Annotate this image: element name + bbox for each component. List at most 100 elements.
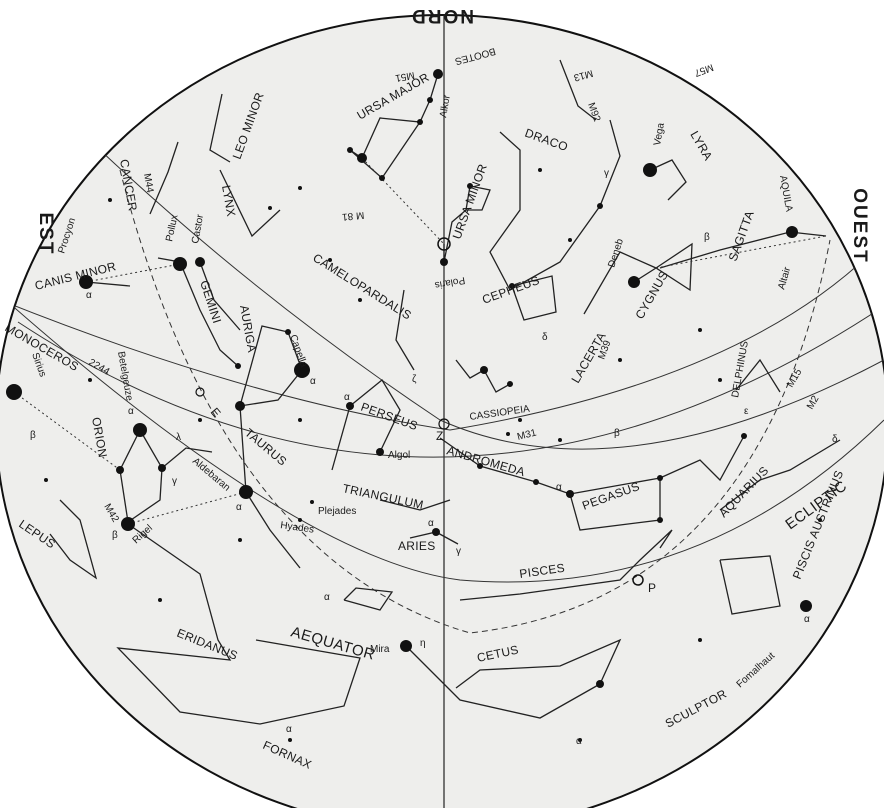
ecliptic-arc [119,169,831,634]
label-m51: M51 [394,69,415,83]
label-mira: Mira [370,644,390,655]
vernal-point-marker [632,574,644,586]
star-small-9 [718,378,722,382]
sagitta-aquila-lines [659,231,827,269]
star-diphda [596,680,604,688]
star-small-7 [618,358,622,362]
bootes-lines [559,59,597,121]
chart-content [0,15,884,808]
greek-beta-orion: β [112,530,118,541]
star-bellatrix [158,464,166,472]
greek-alpha-cetus: α [324,592,330,603]
label-aries: ARIES [398,539,436,553]
label-m81: M 81 [341,209,365,222]
greek-beta-sirius: β [30,430,36,441]
star-dubhe [357,153,367,163]
star-small-8 [698,328,702,332]
gemini-lines-2 [199,261,241,331]
label-north: NORD [410,5,474,26]
greek-letter-labels: α α α α α α α α α β β β β γ γ γ δ δ ε ζ … [30,168,838,747]
star-small-2 [328,258,332,262]
star-small-22 [818,518,822,522]
leo-minor-lines [209,93,231,163]
star-small-6 [568,238,572,242]
star-small-16 [578,738,582,742]
star-betelgeuze [133,423,147,437]
label-pisces: PISCES [518,561,565,581]
label-castor: Castor [190,213,206,245]
star-procyon [79,275,93,289]
andromeda-lines [439,437,571,495]
greek-gamma-draco: γ [604,168,609,179]
cetus-body [405,638,622,719]
star-capella [294,362,310,378]
greek-epsilon-delphinus: ε [744,406,749,417]
greek-alpha-perseus: α [344,392,350,403]
zenith-marker [438,418,450,430]
star-small-4 [268,206,272,210]
greek-alpha-fornax: α [286,724,292,735]
pointer-lines [13,157,827,525]
star-mirach [477,463,483,469]
greek-alpha-procyon: α [86,290,92,301]
lynx-lines [219,169,281,238]
greek-delta-cepheus: δ [542,332,548,343]
star-small-21 [108,198,112,202]
star-alkaid [433,69,443,79]
label-orion: ORION [89,416,110,459]
draco-lines [489,119,621,291]
star-schedar [480,366,488,374]
greek-beta-pegasus: β [614,428,620,439]
greek-alpha-aldebaran: α [236,502,242,513]
greek-alpha-fomalhaut: α [804,614,810,625]
star-aldebaran [239,485,253,499]
star-small-18 [158,598,162,602]
star-saiph [116,466,124,474]
greek-delta-aquarius: δ [832,434,838,445]
greek-alpha-capella: α [310,376,316,387]
star-small-13 [298,518,302,522]
camelopardalis-lines [395,289,415,371]
star-pollux [173,257,187,271]
sky-disc [0,14,884,808]
m31-marker [506,432,510,436]
star-rigel [121,517,135,531]
star-phecda [379,175,385,181]
star-enif [741,433,747,439]
star-altair [786,226,798,238]
star-small-19 [44,478,48,482]
star-scheat [657,475,663,481]
label-vernal-point: P [648,581,656,595]
label-polaris: Polaris [434,274,466,290]
label-m57: M57 [692,61,714,78]
orion-club [161,447,213,469]
star-small-20 [238,538,242,542]
label-lynx: LYNX [219,184,238,218]
polaris-ring [437,237,451,251]
star-small-17 [288,738,292,742]
cetus-lines [343,587,394,611]
label-m31: M31 [516,427,538,442]
gemini-lines [157,257,239,367]
label-algol: Algol [388,450,410,461]
star-algol [376,448,384,456]
horizon-circle-arc [17,305,884,458]
greek-zeta-perseus: ζ [412,374,417,385]
star-merak [347,147,353,153]
star-alderamin [509,283,515,289]
star-almach [533,479,539,485]
lyra-lines [649,159,687,201]
eridanus-lines [116,523,361,725]
greek-gamma-orion: γ [172,476,177,487]
star-small-23 [698,638,702,642]
star-small-5 [538,168,542,172]
greek-alpha-sculptor: α [576,736,582,747]
star-caph [507,381,513,387]
greek-alpha-pegasus: α [556,482,562,493]
cepheus-lines [511,275,557,321]
cancer-lines [149,141,179,215]
star-hamal [432,528,440,536]
star-kochab [467,183,473,189]
label-m44: M44 [141,173,155,194]
star-elnath [235,401,245,411]
